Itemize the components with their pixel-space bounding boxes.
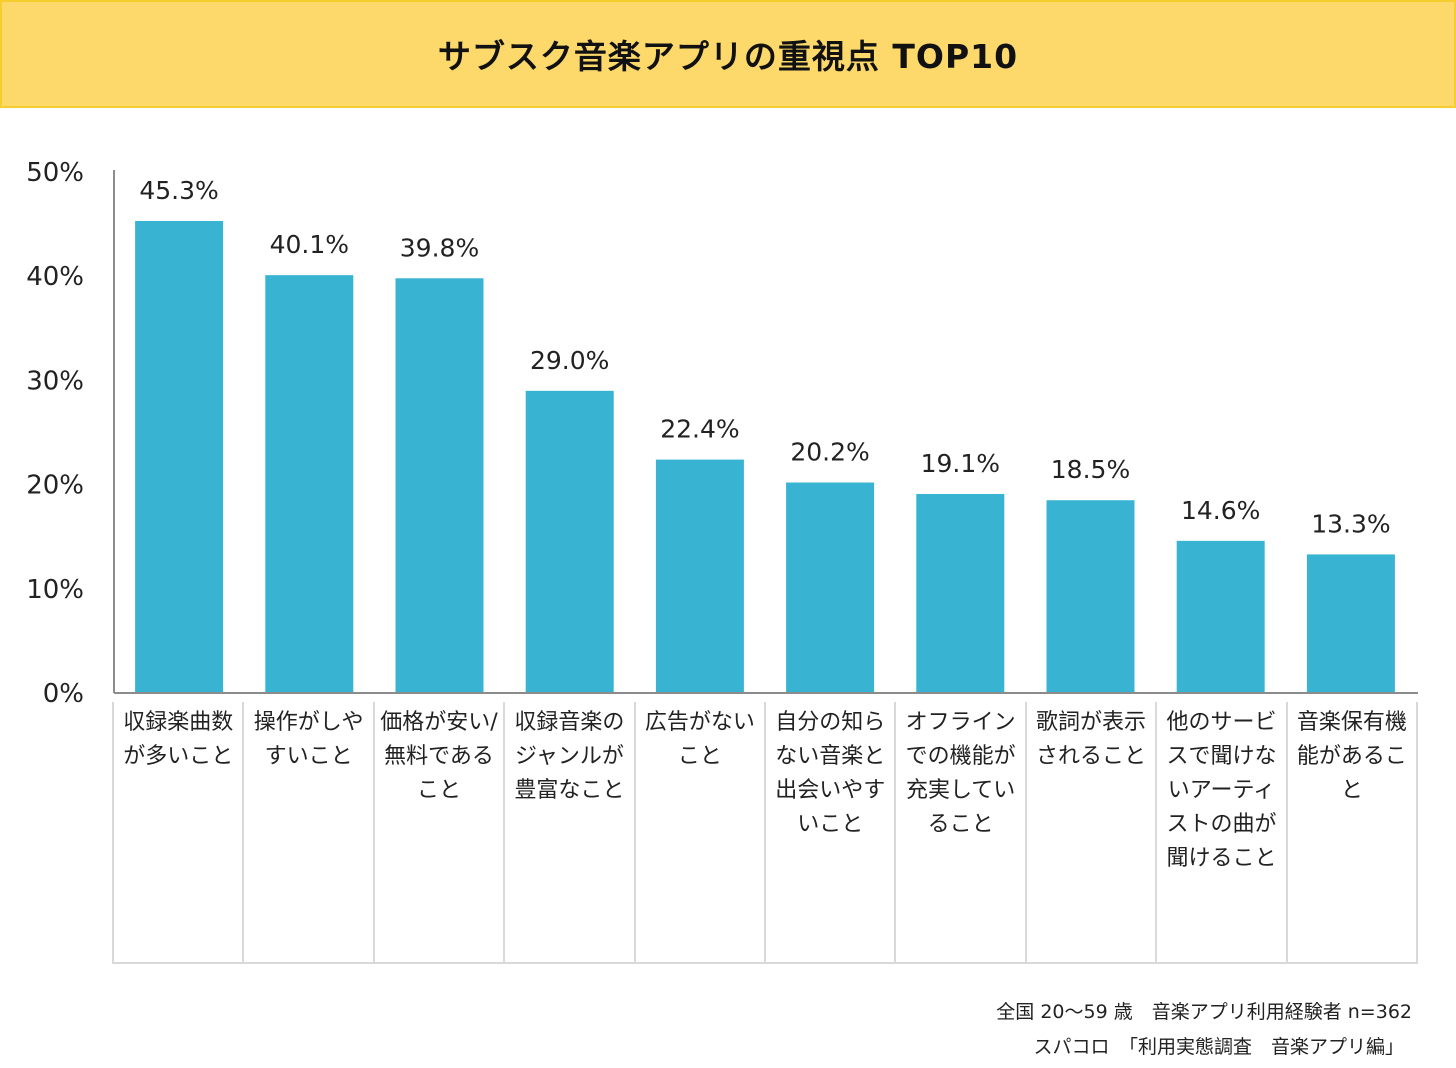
bar-value-label: 40.1% <box>270 230 349 259</box>
title-bar: サブスク音楽アプリの重視点 TOP10 <box>0 0 1456 108</box>
bar <box>265 275 354 693</box>
x-tick-label: 他のサービスで聞けないアーティストの曲が聞けること <box>1157 702 1288 962</box>
x-tick-label: 収録音楽のジャンルが豊富なこと <box>505 702 636 962</box>
bar-value-label: 19.1% <box>921 449 1000 478</box>
x-tick-label: オフラインでの機能が充実していること <box>896 702 1027 962</box>
bar <box>395 278 484 693</box>
bar <box>525 390 614 693</box>
bar <box>1176 540 1265 693</box>
bar <box>1046 500 1135 693</box>
bar-value-label: 14.6% <box>1181 496 1260 525</box>
x-tick-label: 価格が安い/無料であること <box>375 702 506 962</box>
x-tick-label: 操作がしやすいこと <box>244 702 375 962</box>
x-tick-label: 収録楽曲数が多いこと <box>114 702 245 962</box>
bar-value-label: 45.3% <box>139 176 218 205</box>
bar-value-label: 18.5% <box>1051 455 1130 484</box>
source-note-sample: 全国 20～59 歳 音楽アプリ利用経験者 n=362 <box>996 1001 1412 1023</box>
bar <box>1306 554 1395 693</box>
source-note-survey: スパコロ 「利用実態調査 音楽アプリ編」 <box>1033 1036 1404 1058</box>
bar-value-label: 22.4% <box>660 415 739 444</box>
x-tick-label: 音楽保有機能があること <box>1296 710 1407 803</box>
x-tick-label: 自分の知らない音楽と出会いやすいこと <box>766 702 897 962</box>
bar <box>655 459 744 693</box>
bar-value-label: 20.2% <box>790 438 869 467</box>
bar <box>786 482 875 693</box>
y-tick-label: 40% <box>26 262 84 292</box>
x-tick-label: 広告がないこと <box>636 702 767 962</box>
y-tick-label: 0% <box>43 679 84 709</box>
y-tick-label: 50% <box>26 158 84 188</box>
bar-value-label: 29.0% <box>530 346 609 375</box>
x-tick-label: 歌詞が表示されること <box>1027 702 1158 962</box>
bar <box>135 220 224 693</box>
bar-value-label: 39.8% <box>400 233 479 262</box>
category-label-table: 収録楽曲数が多いこと 操作がしやすいこと 価格が安い/無料であること 収録音楽のジャン… <box>112 702 1418 964</box>
chart-title: サブスク音楽アプリの重視点 TOP10 <box>437 37 1019 76</box>
bar-value-label: 13.3% <box>1311 509 1390 538</box>
bar <box>916 493 1005 693</box>
y-tick-label: 30% <box>26 366 84 396</box>
y-tick-label: 10% <box>26 575 84 605</box>
y-tick-label: 20% <box>26 471 84 501</box>
